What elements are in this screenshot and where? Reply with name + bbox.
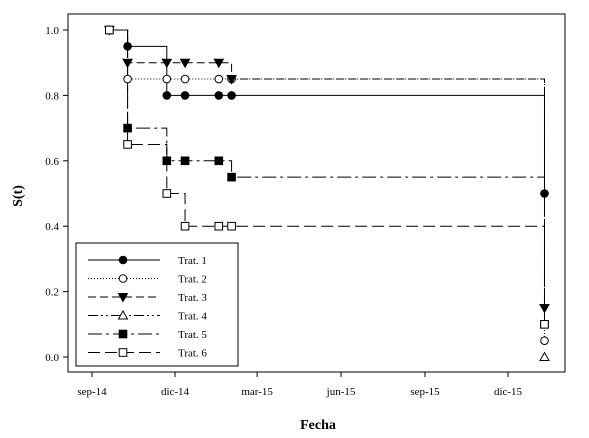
- data-point: [179, 58, 191, 69]
- data-point: [123, 140, 132, 149]
- legend-label: Trat. 3: [178, 292, 207, 304]
- data-point: [540, 336, 549, 345]
- data-point: [161, 58, 173, 69]
- legend-label: Trat. 5: [178, 329, 207, 341]
- data-point: [227, 221, 236, 231]
- data-point: [123, 42, 132, 51]
- legend-label: Trat. 6: [178, 348, 207, 360]
- x-tick-label: mar-15: [241, 386, 273, 398]
- x-axis: sep-14 dic-14 mar-15 jun-15 sep-15 dic-15: [77, 372, 523, 398]
- data-point: [162, 91, 172, 100]
- data-point: [118, 274, 128, 283]
- data-point: [117, 309, 129, 320]
- data-point: [214, 156, 224, 166]
- x-axis-title: Fecha: [300, 418, 336, 433]
- series-line: [109, 29, 545, 308]
- series-line: [109, 29, 545, 325]
- plot-frame: [67, 13, 566, 373]
- data-point: [162, 74, 172, 84]
- data-point: [227, 91, 236, 100]
- data-point: [180, 156, 190, 166]
- series-layer: [103, 25, 550, 361]
- data-point: [539, 351, 550, 361]
- y-tick-label: 0.8: [45, 90, 59, 102]
- legend-label: Trat. 1: [178, 255, 207, 267]
- data-point: [214, 91, 224, 100]
- x-tick-label: sep-15: [410, 386, 440, 398]
- data-point: [162, 189, 172, 198]
- x-tick-label: sep-14: [77, 386, 107, 398]
- legend-label: Trat. 4: [178, 311, 207, 323]
- data-point: [123, 123, 132, 133]
- data-point: [162, 156, 172, 166]
- y-tick-label: 0.0: [45, 352, 59, 364]
- x-tick-label: dic-15: [494, 386, 523, 398]
- y-tick-label: 0.4: [45, 221, 59, 233]
- y-tick-label: 0.6: [45, 156, 59, 168]
- data-point: [118, 255, 128, 265]
- data-point: [180, 91, 190, 100]
- data-point: [118, 348, 128, 357]
- data-point: [540, 320, 549, 329]
- legend-label: Trat. 2: [178, 274, 207, 286]
- data-point: [226, 75, 237, 85]
- data-point: [123, 74, 132, 84]
- series-line: [109, 29, 545, 194]
- legend-box: [75, 242, 239, 367]
- data-point: [227, 172, 236, 182]
- y-tick-label: 0.2: [45, 287, 59, 299]
- legend: Trat. 1 Trat. 2 Trat. 3 Trat. 4 Trat. 5 Trat.…: [75, 242, 239, 367]
- data-point: [180, 74, 190, 84]
- data-point: [118, 329, 128, 339]
- data-point: [214, 221, 224, 231]
- data-point: [539, 303, 550, 314]
- data-point: [213, 58, 225, 69]
- y-axis-title: S(t): [11, 185, 26, 207]
- data-point: [122, 58, 133, 69]
- data-point: [214, 74, 224, 84]
- data-point: [540, 189, 549, 198]
- x-tick-label: dic-14: [161, 386, 190, 398]
- data-point: [117, 293, 129, 303]
- data-point: [180, 221, 190, 231]
- y-axis: 0.0 0.2 0.4 0.6 0.8 1.0: [45, 25, 68, 364]
- y-tick-label: 1.0: [45, 25, 59, 37]
- data-point: [105, 25, 114, 35]
- x-tick-label: jun-15: [326, 386, 356, 398]
